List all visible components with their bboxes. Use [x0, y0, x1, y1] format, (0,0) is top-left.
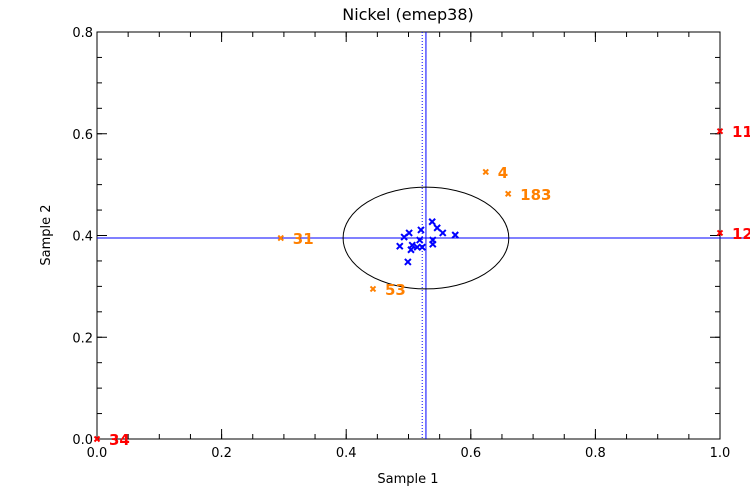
- outlier-label: 11: [732, 123, 750, 141]
- cluster-point: [417, 226, 425, 234]
- cluster-point: [404, 258, 412, 266]
- cluster-point: [413, 243, 421, 251]
- cluster-point: [428, 218, 436, 226]
- outlier-point: [716, 229, 724, 237]
- outlier-label: 4: [498, 164, 508, 182]
- cluster-point: [451, 231, 459, 239]
- outlier-label: 53: [385, 281, 406, 299]
- cluster-point: [400, 233, 408, 241]
- confidence-ellipse: [342, 186, 510, 290]
- x-tick-label: 0.6: [460, 446, 481, 461]
- cluster-point: [439, 229, 447, 237]
- y-tick-label: 0.2: [72, 331, 93, 346]
- chart-title: Nickel (emep38): [342, 5, 474, 24]
- x-tick-label: 0.8: [585, 446, 606, 461]
- axis-ticks: 0.0 0.2 0.4 0.6 0.8 1.0 0.0 0.2 0.4 0.6 0.8: [72, 26, 730, 461]
- outlier-label: 183: [520, 186, 551, 204]
- y-tick-label: 0.8: [72, 26, 93, 41]
- outlier-label: 31: [293, 230, 314, 248]
- outlier-point: [716, 127, 724, 135]
- cluster-point: [396, 242, 404, 250]
- y-tick-label: 0.4: [72, 230, 93, 245]
- outlier-point: [369, 285, 377, 293]
- x-tick-label: 0.4: [336, 446, 357, 461]
- cluster-point: [433, 224, 441, 232]
- outlier-point: [482, 168, 489, 176]
- outlier-point: [504, 190, 512, 197]
- y-tick-label: 0.0: [72, 433, 93, 448]
- plot-frame: [96, 31, 721, 440]
- outlier-label: 12: [732, 225, 750, 243]
- cluster-point: [416, 236, 424, 244]
- plot-marks: 4 183 31 53 11 12 34: [93, 32, 750, 449]
- y-axis-label: Sample 2: [39, 204, 54, 265]
- cluster-point: [429, 240, 437, 248]
- x-tick-label: 0.2: [211, 446, 232, 461]
- x-tick-label: 0.0: [87, 446, 108, 461]
- x-axis-label: Sample 1: [377, 472, 438, 487]
- outlier-label: 34: [109, 431, 130, 449]
- outlier-point: [277, 234, 284, 242]
- cluster-point: [407, 246, 415, 254]
- y-tick-label: 0.6: [72, 128, 93, 143]
- x-tick-label: 1.0: [710, 446, 731, 461]
- outlier-point: [93, 435, 101, 443]
